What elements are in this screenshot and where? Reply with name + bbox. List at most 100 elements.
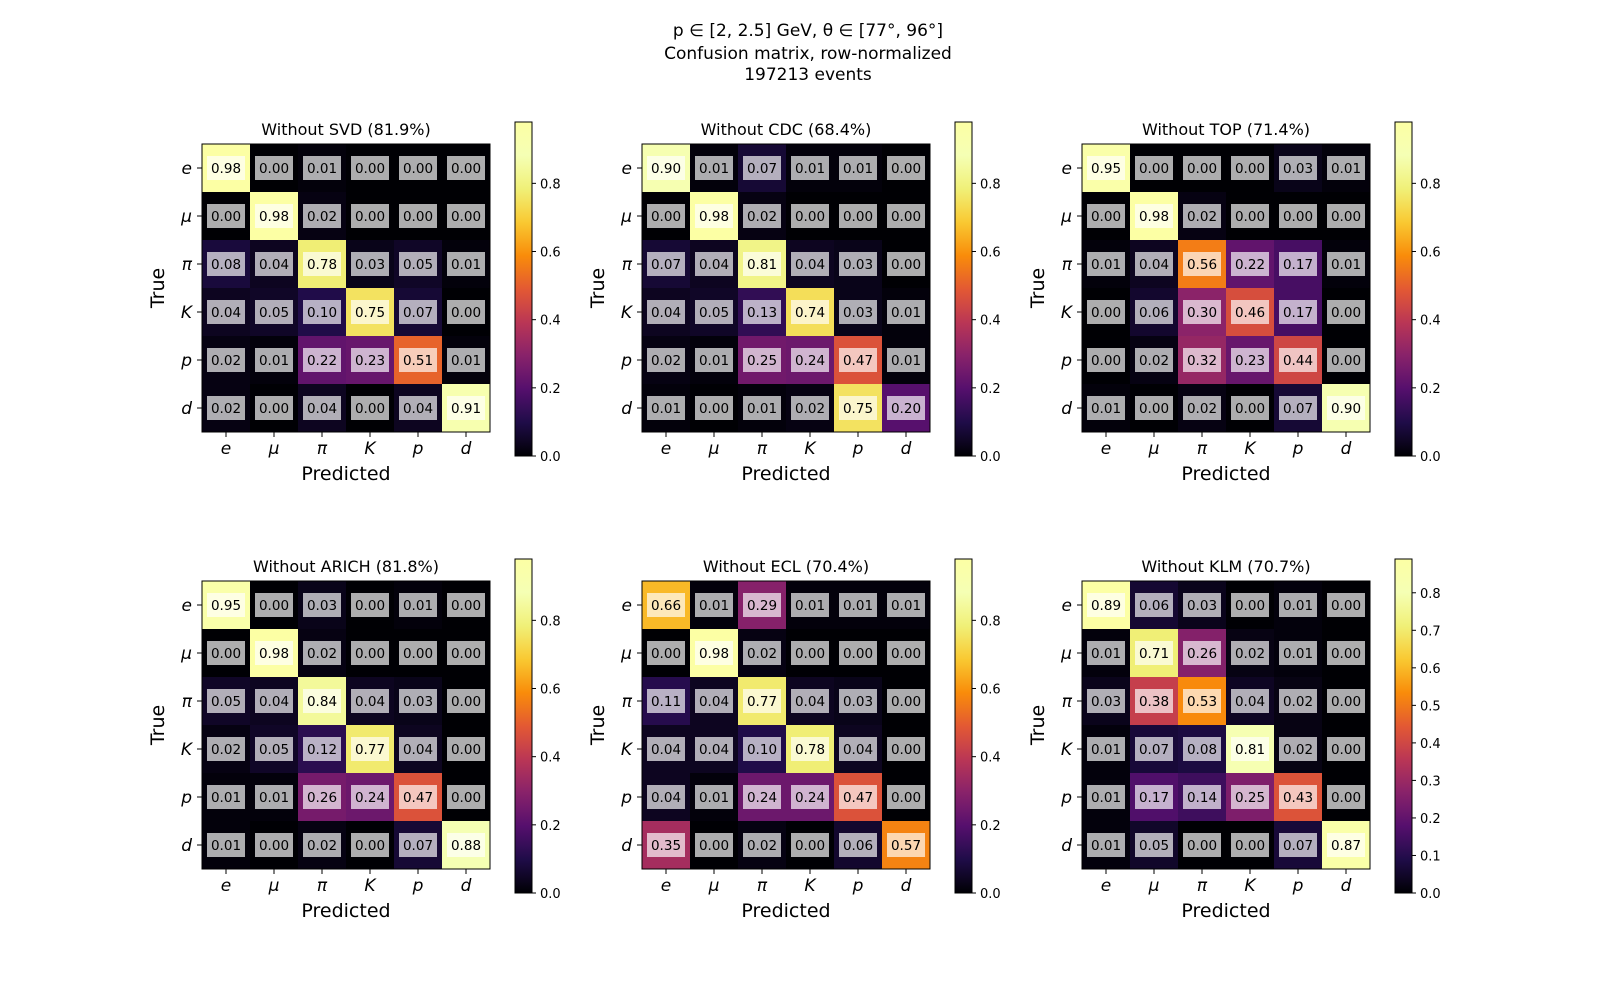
colorbar: [1394, 558, 1413, 894]
cell-value-label: 0.00: [891, 209, 921, 225]
cell-label-box: [647, 252, 685, 276]
cell-label-box: [1279, 641, 1317, 665]
cell-label-box: [647, 348, 685, 372]
cell-value-label: 0.04: [307, 401, 337, 417]
cell-label-box: [647, 593, 685, 617]
cell-value-label: 0.00: [451, 646, 481, 662]
cell-value-label: 0.00: [355, 838, 385, 854]
cell-value-label: 0.17: [1283, 257, 1313, 273]
cell-label-box: [447, 252, 485, 276]
cell-value-label: 0.00: [891, 694, 921, 710]
cell-label-box: [839, 785, 877, 809]
cell-label-box: [743, 833, 781, 857]
cell-value-label: 0.01: [795, 598, 825, 614]
x-tick-label: d: [461, 439, 472, 459]
cell-label-box: [351, 396, 389, 420]
cell-value-label: 0.01: [747, 401, 777, 417]
cell-value-label: 0.77: [747, 694, 777, 710]
x-tick-label: K: [804, 876, 817, 896]
cell-label-box: [1231, 348, 1269, 372]
cell-label-box: [1135, 833, 1173, 857]
cell-label-box: [351, 300, 389, 324]
x-tick-label: K: [364, 876, 377, 896]
cell-label-box: [887, 737, 925, 761]
colorbar-tick-label: 0.8: [1420, 587, 1441, 602]
cell-label-box: [1087, 252, 1125, 276]
cell-label-box: [399, 252, 437, 276]
cell-label-box: [207, 396, 245, 420]
cell-value-label: 0.10: [747, 742, 777, 758]
y-tick-label: p: [1060, 788, 1072, 808]
cell-value-label: 0.00: [891, 257, 921, 273]
cell-value-label: 0.00: [403, 646, 433, 662]
y-axis-label: True: [1027, 705, 1049, 746]
heatmap-panel: Without SVD (81.9%) 0.98 0.00 0.01 0.00 0.00 0…: [147, 120, 561, 485]
plot-frame: [1081, 580, 1371, 870]
cell-value-label: 0.02: [211, 401, 241, 417]
plot-frame: [641, 580, 931, 870]
cell-label-box: [791, 204, 829, 228]
y-axis-label: True: [587, 268, 609, 309]
cell-label-box: [351, 252, 389, 276]
y-tick-label: e: [182, 159, 192, 179]
cell-value-label: 0.06: [1139, 598, 1169, 614]
cell-label-box: [255, 348, 293, 372]
cell-value-label: 0.00: [451, 305, 481, 321]
cell-label-box: [695, 785, 733, 809]
cell-label-box: [303, 348, 341, 372]
cell-value-label: 0.01: [699, 161, 729, 177]
cell-label-box: [1231, 593, 1269, 617]
heatmap-panel: Without TOP (71.4%) 0.95 0.00 0.00 0.00 0.03 0…: [1027, 120, 1441, 485]
cell-value-label: 0.00: [1331, 790, 1361, 806]
x-tick-label: e: [661, 876, 671, 896]
cell-label-box: [207, 204, 245, 228]
cell-label-box: [399, 785, 437, 809]
cell-value-label: 0.00: [1331, 353, 1361, 369]
cell-value-label: 0.00: [1331, 646, 1361, 662]
y-tick-label: K: [621, 303, 634, 323]
cell-label-box: [399, 348, 437, 372]
cell-value-label: 0.29: [747, 598, 777, 614]
cell-label-box: [647, 204, 685, 228]
cell-label-box: [695, 737, 733, 761]
y-tick-label: d: [621, 399, 632, 419]
cell-value-label: 0.01: [1091, 790, 1121, 806]
cell-label-box: [447, 833, 485, 857]
colorbar-tick-label: 0.7: [1420, 624, 1441, 639]
cell-label-box: [1087, 689, 1125, 713]
x-tick-label: π: [317, 439, 328, 459]
cell-label-box: [887, 396, 925, 420]
cell-value-label: 0.05: [259, 305, 289, 321]
cell-label-box: [743, 593, 781, 617]
cell-value-label: 0.01: [211, 790, 241, 806]
cell-value-label: 0.98: [259, 646, 289, 662]
cell-value-label: 0.04: [651, 742, 681, 758]
cell-label-box: [791, 156, 829, 180]
cell-value-label: 0.08: [1187, 742, 1217, 758]
cell-label-box: [839, 833, 877, 857]
cell-label-box: [399, 641, 437, 665]
x-axis-label: Predicted: [301, 463, 390, 485]
cell-value-label: 0.04: [795, 257, 825, 273]
cell-value-label: 0.05: [259, 742, 289, 758]
cell-label-box: [1231, 396, 1269, 420]
cell-value-label: 0.81: [747, 257, 777, 273]
cell-label-box: [303, 641, 341, 665]
cell-value-label: 0.01: [1283, 598, 1313, 614]
cell-value-label: 0.78: [795, 742, 825, 758]
figure-title-line-1: p ∈ [2, 2.5] GeV, θ ∈ [77°, 96°]: [673, 21, 943, 41]
colorbar: [1394, 121, 1413, 457]
cell-label-box: [447, 348, 485, 372]
cell-value-label: 0.56: [1187, 257, 1217, 273]
cell-label-box: [447, 593, 485, 617]
cell-label-box: [1183, 300, 1221, 324]
x-tick-label: p: [412, 439, 424, 459]
cell-label-box: [1135, 348, 1173, 372]
cell-value-label: 0.07: [1283, 838, 1313, 854]
cell-value-label: 0.00: [211, 646, 241, 662]
cell-label-box: [1135, 641, 1173, 665]
cell-label-box: [839, 204, 877, 228]
cell-value-label: 0.90: [651, 161, 681, 177]
cell-value-label: 0.04: [211, 305, 241, 321]
cell-value-label: 0.02: [1283, 694, 1313, 710]
